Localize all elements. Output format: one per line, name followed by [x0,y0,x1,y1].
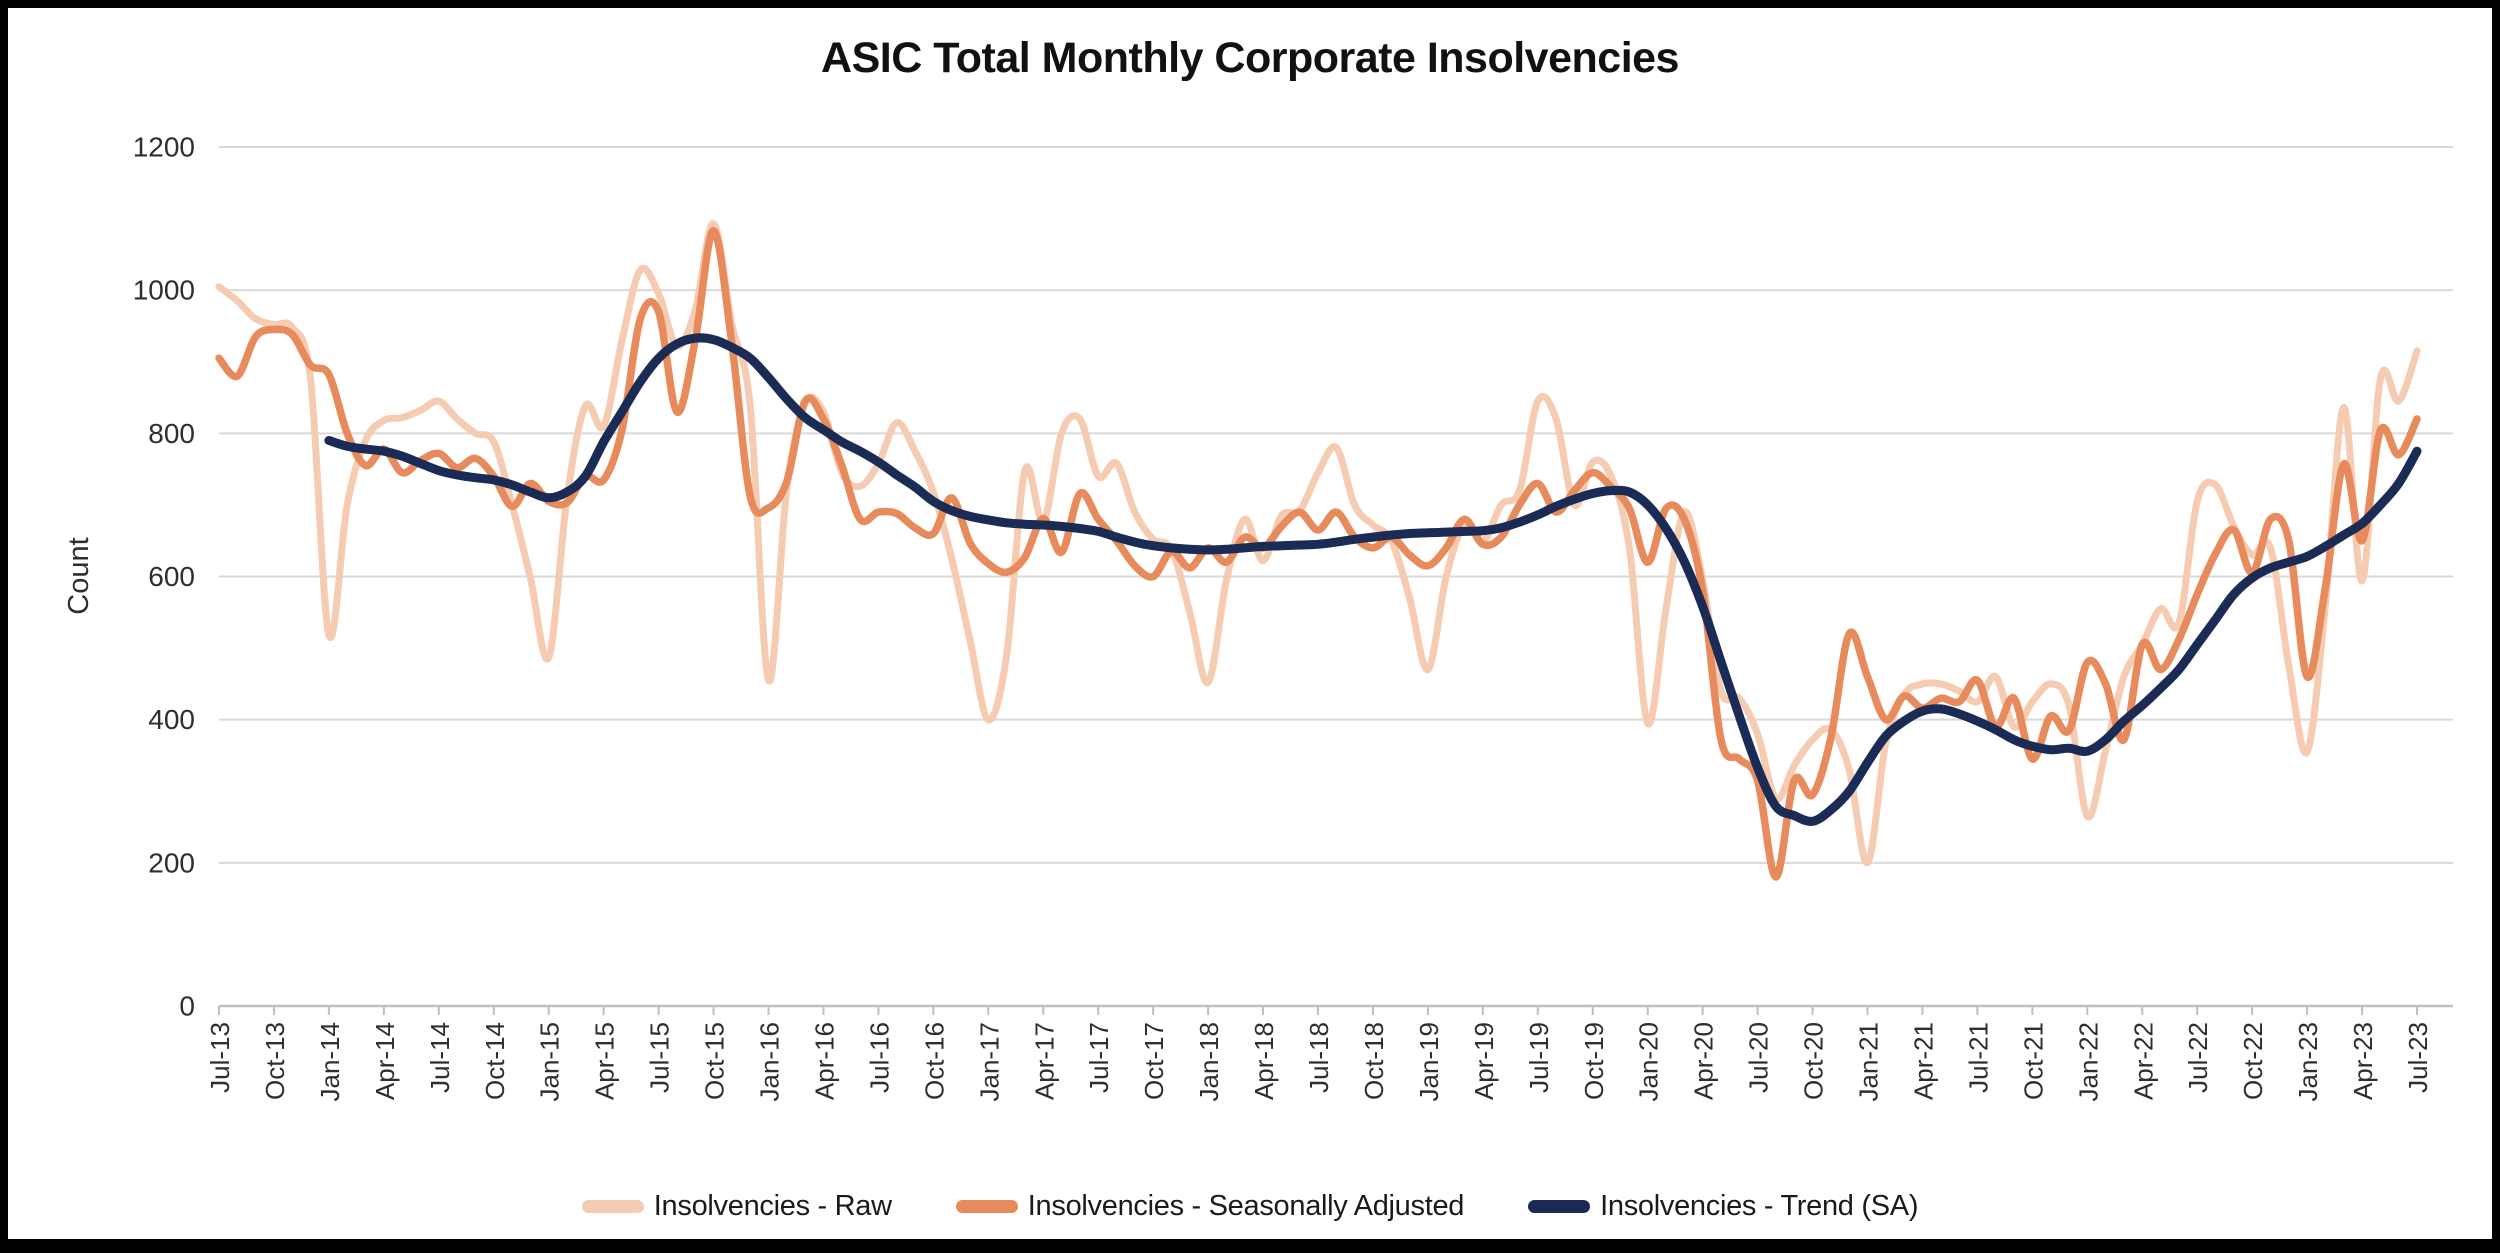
y-axis-title: Count [63,537,95,614]
x-tick-label: Jan-18 [1194,1022,1224,1102]
x-tick-label: Jul-16 [864,1022,894,1093]
x-tick-label: Apr-18 [1249,1022,1279,1100]
frame-top-bar [0,0,2500,8]
x-tick-label: Jul-14 [425,1022,455,1093]
legend-label-trend: Insolvencies - Trend (SA) [1600,1190,1919,1222]
y-tick-label: 600 [148,561,195,592]
seasonally-adjusted-series-swatch [955,1200,1018,1213]
legend-item-seasonally-adjusted: Insolvencies - Seasonally Adjusted [955,1190,1465,1223]
x-tick-label: Jul-17 [1084,1022,1114,1093]
x-tick-label: Jan-22 [2073,1022,2103,1102]
trend-series-line [324,333,2422,826]
x-tick-label: Apr-20 [1689,1022,1719,1100]
x-tick-label: Jan-16 [755,1022,785,1102]
x-tick-label: Oct-21 [2018,1022,2048,1100]
x-tick-label: Jan-23 [2293,1022,2323,1102]
frame-bottom-bar [0,1239,2500,1253]
x-tick-label: Oct-15 [700,1022,730,1100]
x-tick-label: Oct-19 [1579,1022,1609,1100]
legend-label-seasonally-adjusted: Insolvencies - Seasonally Adjusted [1027,1190,1465,1222]
x-tick-label: Jul-23 [2403,1022,2433,1093]
x-tick-label: Jul-19 [1524,1022,1554,1093]
x-tick-label: Jul-18 [1304,1022,1334,1093]
x-tick-label: Oct-20 [1799,1022,1829,1100]
x-tick-label: Oct-14 [480,1022,510,1100]
x-tick-label: Jul-21 [1963,1022,1993,1093]
x-tick-label: Oct-16 [919,1022,949,1100]
y-tick-label: 0 [179,991,195,1022]
frame-left-bar [0,0,8,1253]
x-tick-label: Apr-14 [370,1022,400,1100]
legend-item-trend: Insolvencies - Trend (SA) [1528,1190,1919,1223]
x-tick-label: Oct-17 [1139,1022,1169,1100]
x-tick-label: Jan-20 [1634,1022,1664,1102]
x-tick-label: Apr-15 [590,1022,620,1100]
x-tick-label: Jul-13 [205,1022,235,1093]
raw-series-line [215,220,2421,867]
y-tick-label: 1000 [133,275,195,306]
x-tick-label: Apr-16 [809,1022,839,1100]
x-tick-label: Oct-18 [1359,1022,1389,1100]
x-tick-label: Oct-13 [260,1022,290,1100]
trend-series-swatch [1528,1200,1591,1213]
x-tick-label: Jan-21 [1854,1022,1884,1102]
x-tick-label: Jul-22 [2183,1022,2213,1093]
x-tick-label: Apr-23 [2348,1022,2378,1100]
x-tick-label: Jan-15 [535,1022,565,1102]
legend-label-raw: Insolvencies - Raw [653,1190,892,1222]
x-tick-label: Apr-21 [1908,1022,1938,1100]
y-tick-label: 400 [148,704,195,735]
y-tick-label: 200 [148,847,195,878]
y-tick-label: 1200 [133,132,195,163]
x-tick-label: Jul-15 [645,1022,675,1093]
y-tick-label: 800 [148,418,195,449]
frame-right-bar [2492,0,2500,1253]
raw-series-swatch [581,1200,644,1213]
legend-item-raw: Insolvencies - Raw [581,1190,892,1223]
seasonally-adjusted-series-line [215,227,2421,881]
x-tick-label: Jan-14 [315,1022,345,1102]
x-tick-label: Apr-17 [1029,1022,1059,1100]
x-tick-label: Apr-19 [1469,1022,1499,1100]
x-tick-label: Apr-22 [2128,1022,2158,1100]
x-tick-label: Oct-22 [2238,1022,2268,1100]
x-tick-label: Jan-19 [1414,1022,1444,1102]
x-tick-label: Jul-20 [1744,1022,1774,1093]
chart-title: ASIC Total Monthly Corporate Insolvencie… [821,34,1679,82]
chart-legend: Insolvencies - Raw Insolvencies - Season… [0,1190,2500,1223]
x-tick-label: Jan-17 [974,1022,1004,1102]
